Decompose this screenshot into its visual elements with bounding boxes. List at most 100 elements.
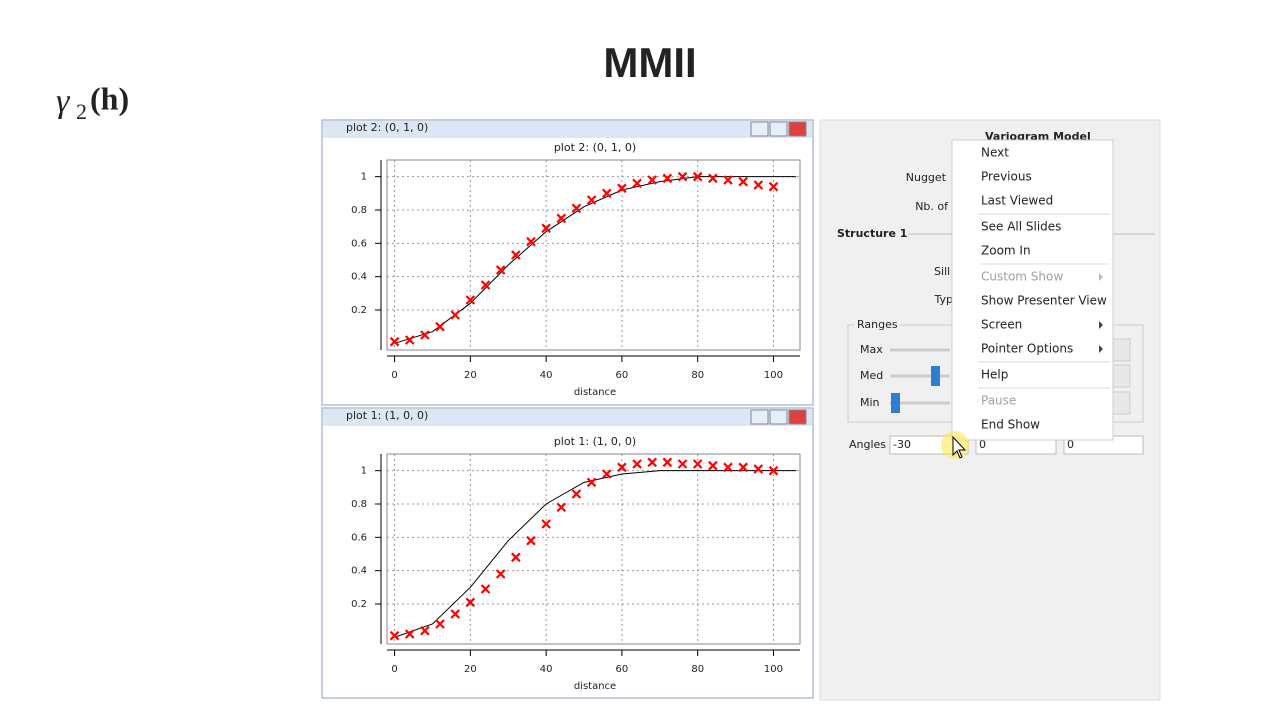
data-marker [632,178,642,189]
close-button[interactable] [788,121,807,137]
slider-thumb[interactable] [891,393,900,413]
y-tick-label: 0.8 [351,205,367,216]
minimize-button[interactable] [750,409,769,425]
window-titlebar [323,121,812,138]
y-tick-label: 0.6 [351,532,367,543]
data-marker [435,321,445,332]
data-marker [556,502,567,513]
data-marker [420,330,430,340]
minimize-button[interactable] [750,121,769,137]
data-marker [511,552,521,563]
x-tick-label: 20 [464,370,477,381]
x-tick-label: 100 [764,370,783,381]
count-label: Nb. of [915,200,949,213]
menu-item[interactable]: Next [981,146,1009,160]
data-marker [420,625,430,636]
data-marker [632,459,642,469]
data-marker [601,469,612,479]
x-axis-label: distance [574,387,616,398]
range-label: Max [860,343,883,356]
y-tick-label: 0.8 [351,499,367,510]
data-marker [617,462,627,473]
x-tick-label: 20 [464,664,477,675]
menu-item[interactable]: Previous [981,170,1032,184]
data-marker [571,489,582,499]
menu-item[interactable]: Last Viewed [981,194,1053,208]
data-marker [692,171,703,182]
data-marker [495,265,506,275]
menu-item[interactable]: Show Presenter View [981,294,1107,308]
x-tick-label: 40 [540,664,553,675]
data-marker [738,176,748,187]
menu-item[interactable]: Zoom In [981,244,1031,258]
data-marker [389,336,400,347]
data-marker [495,569,506,579]
data-marker [723,175,733,185]
data-marker [768,465,779,476]
x-tick-label: 100 [764,664,783,675]
menu-item[interactable]: Screen [981,318,1022,332]
data-marker [692,459,703,469]
y-tick-label: 1 [361,172,367,183]
x-tick-label: 80 [691,370,704,381]
mouse-cursor [952,435,967,459]
y-tick-label: 0.4 [351,566,367,577]
menu-item[interactable]: Help [981,368,1008,382]
y-tick-label: 1 [361,466,367,477]
data-marker [753,464,764,474]
data-marker [723,462,733,473]
y-tick-label: 0.6 [351,238,367,249]
plot-title: plot 2: (0, 1, 0) [554,141,636,154]
data-marker [708,173,718,184]
menu-item: Custom Show [981,270,1063,284]
angles-label: Angles [849,438,886,451]
menu-item[interactable]: Pointer Options [981,342,1073,356]
data-marker [708,460,718,471]
maximize-button[interactable] [769,121,788,137]
range-label: Med [860,369,883,382]
data-marker [738,462,748,473]
data-marker [677,171,688,182]
slider-thumb[interactable] [931,366,940,386]
data-marker [647,175,658,185]
data-marker [465,295,476,305]
plot-frame [386,453,801,645]
menu-item[interactable]: End Show [981,418,1040,432]
submenu-arrow [1099,321,1103,329]
data-marker [556,213,567,224]
x-tick-label: 60 [616,370,629,381]
maximize-button[interactable] [769,409,788,425]
angle-value: 0 [979,438,986,451]
formula-subscript: 2 [76,99,87,124]
formula-symbol: γ [56,83,71,120]
data-marker [541,223,551,234]
data-marker [404,335,415,345]
data-marker [450,310,460,320]
x-tick-label: 40 [540,370,553,381]
menu-item: Pause [981,394,1016,408]
data-marker [662,173,673,184]
x-tick-label: 0 [391,664,397,675]
data-marker [404,629,415,639]
data-marker [389,630,400,641]
close-button[interactable] [788,409,807,425]
plot-windows: plot 2: (0, 1, 0) plot 2: (0, 1, 0) 0.2 0.4… [321,119,814,699]
data-marker [768,181,779,192]
submenu-arrow [1099,273,1103,281]
data-marker [435,619,445,629]
x-axis-label: distance [574,681,616,692]
window-caption: plot 1: (1, 0, 0) [346,409,428,422]
data-marker [586,477,597,488]
ranges-label: Ranges [857,318,898,331]
type-label: Typ [934,293,954,306]
window-titlebar [323,409,812,426]
plot-frame [386,159,801,351]
model-line [394,176,797,344]
angle-value: 0 [1067,438,1074,451]
group-label-bg [854,318,900,332]
menu-item[interactable]: See All Slides [981,220,1061,234]
range-label: Min [860,396,880,409]
data-marker [617,183,627,194]
data-marker [450,609,460,619]
